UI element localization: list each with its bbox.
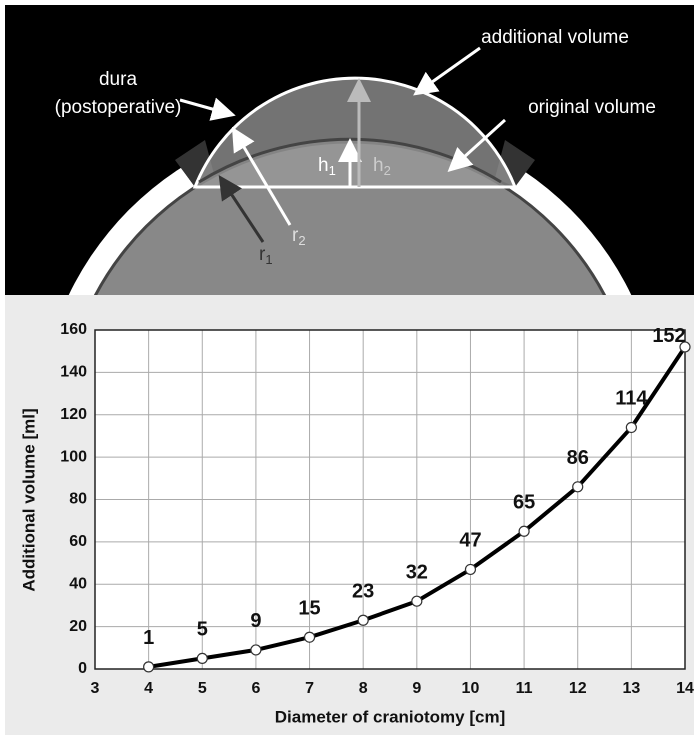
r2-arrow: [231, 126, 292, 226]
x-tick-label: 9: [412, 680, 421, 697]
data-label: 15: [298, 598, 320, 620]
subscript: 2: [384, 163, 391, 178]
dura-arrow: [179, 97, 236, 121]
data-label: 9: [250, 610, 261, 632]
data-label: 114: [615, 388, 648, 410]
y-tick-label: 160: [60, 321, 87, 338]
original-arrow: [447, 118, 507, 173]
data-point: [303, 631, 316, 643]
data-point: [196, 652, 208, 665]
subscript: 2: [298, 233, 305, 248]
r1-label: r1: [259, 244, 273, 267]
y-axis-label: Additional volume [ml]: [19, 408, 38, 591]
r2-label: r2: [292, 225, 306, 248]
h2-label: h2: [373, 155, 391, 178]
y-tick-label: 80: [69, 491, 87, 508]
y-tick-label: 60: [69, 533, 87, 550]
data-point: [357, 614, 369, 626]
additional-label: additional volume: [481, 27, 629, 48]
plot-frame: [94, 329, 686, 670]
x-tick-label: 11: [516, 680, 533, 697]
data-label: 1: [143, 627, 154, 649]
y-tick-label: 0: [78, 660, 87, 677]
x-tick-label: 10: [462, 680, 480, 697]
dura-label: dura: [99, 69, 137, 90]
x-tick-label: 13: [622, 680, 640, 697]
data-label: 5: [197, 619, 208, 641]
y-tick-label: 120: [60, 406, 87, 423]
y-tick-label: 140: [60, 364, 87, 381]
symbol: r: [259, 244, 266, 265]
x-tick-label: 6: [251, 680, 260, 697]
x-axis-label: Diameter of craniotomy [cm]: [275, 707, 506, 726]
x-tick-label: 8: [359, 680, 368, 697]
original-label: original volume: [528, 97, 656, 118]
x-tick-label: 3: [91, 680, 100, 697]
r1-arrow: [218, 174, 265, 243]
diagram: [68, 46, 632, 295]
data-point: [411, 595, 423, 607]
y-tick-label: 20: [69, 618, 87, 635]
x-tick-label: 4: [144, 680, 153, 697]
data-point: [250, 644, 262, 656]
data-label: 86: [567, 447, 589, 469]
x-tick-label: 14: [676, 680, 694, 697]
data-label: 65: [513, 492, 535, 514]
data-point: [625, 421, 637, 434]
dura-label: (postoperative): [55, 97, 182, 118]
data-point: [464, 563, 477, 576]
data-label: 47: [459, 530, 481, 552]
data-label: 23: [352, 581, 374, 603]
symbol: h: [373, 155, 384, 176]
data-label: 32: [406, 561, 428, 583]
y-tick-label: 40: [69, 575, 87, 592]
additional-arrow: [413, 46, 481, 96]
data-point: [679, 341, 691, 353]
symbol: h: [318, 155, 329, 176]
data-point: [143, 661, 155, 673]
x-tick-label: 5: [198, 680, 207, 697]
data-label: 152: [652, 325, 685, 347]
data-point: [572, 481, 584, 493]
subscript: 1: [329, 163, 336, 178]
x-tick-label: 12: [569, 680, 587, 697]
h1-label: h1: [318, 155, 336, 178]
data-point: [518, 525, 530, 537]
x-tick-label: 7: [305, 680, 314, 697]
symbol: r: [292, 225, 299, 246]
subscript: 1: [265, 252, 272, 267]
y-tick-label: 100: [60, 448, 87, 465]
